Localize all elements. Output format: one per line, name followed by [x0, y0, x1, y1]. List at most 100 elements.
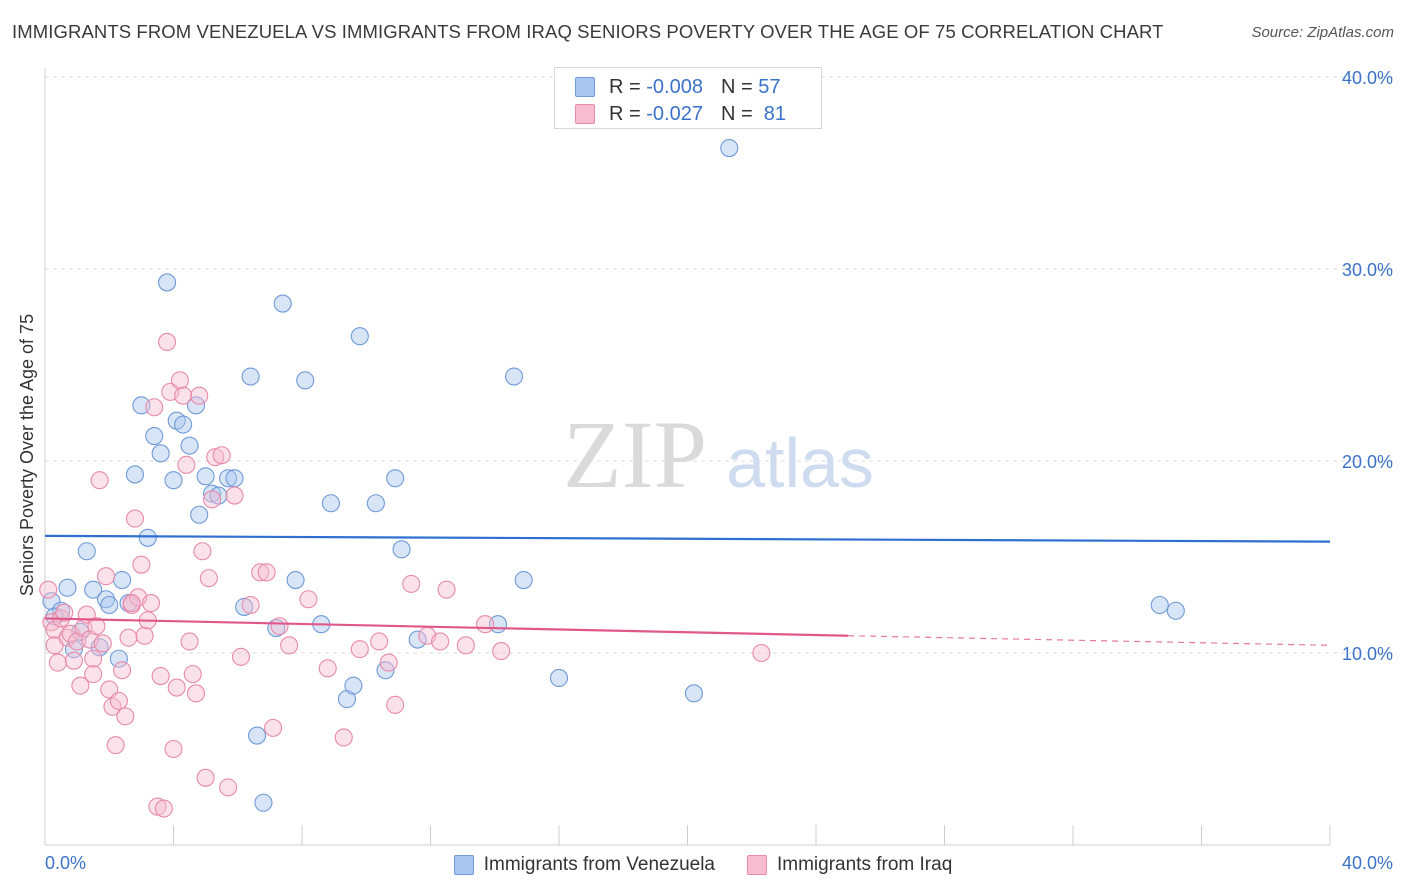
data-point	[106, 736, 125, 755]
data-point	[154, 799, 173, 818]
data-point	[456, 636, 475, 655]
trend-line-venezuela	[44, 534, 1331, 543]
data-point	[158, 273, 177, 292]
data-point	[96, 567, 116, 586]
tick-labels: 10.0% 20.0% 30.0% 40.0% 0.0% 40.0%	[45, 68, 1393, 873]
data-point	[402, 574, 421, 593]
data-point	[392, 540, 411, 559]
data-point	[186, 396, 206, 415]
data-point	[196, 467, 215, 486]
venezuela-swatch	[575, 77, 595, 97]
stats-row-iraq: R = -0.027 N = 81	[575, 101, 786, 127]
data-point	[370, 632, 389, 651]
data-point	[93, 634, 112, 653]
data-point	[350, 327, 369, 346]
x-tick-label-start: 0.0%	[45, 853, 86, 873]
data-point	[180, 632, 199, 651]
data-point	[45, 607, 64, 626]
legend-item-iraq[interactable]: Immigrants from Iraq	[747, 854, 952, 876]
data-point	[90, 471, 109, 490]
data-point	[684, 684, 703, 703]
data-point	[48, 653, 67, 672]
x-tick-label-end: 40.0%	[1342, 853, 1393, 873]
data-point	[1166, 601, 1185, 620]
data-point	[145, 426, 164, 446]
data-point	[58, 578, 77, 597]
data-point	[174, 386, 193, 405]
data-point	[109, 649, 128, 668]
data-point	[96, 590, 116, 609]
series-venezuela	[42, 138, 1185, 812]
data-point	[151, 444, 170, 463]
data-point	[219, 778, 238, 797]
n-value: 57	[758, 75, 781, 98]
data-point	[437, 580, 456, 599]
watermark-atlas: atlas	[726, 424, 874, 502]
data-point	[1150, 595, 1169, 615]
data-point	[273, 294, 292, 313]
data-point	[257, 563, 276, 582]
data-point	[344, 676, 363, 695]
data-point	[113, 661, 132, 680]
n-value: 81	[763, 102, 787, 125]
n-label: N =	[720, 102, 753, 125]
data-point	[199, 569, 218, 588]
y-axis-label: Seniors Poverty Over the Age of 75	[17, 314, 37, 596]
data-point	[109, 691, 128, 711]
data-point	[212, 446, 231, 465]
legend-item-venezuela[interactable]: Immigrants from Venezuela	[453, 854, 715, 876]
data-point	[42, 592, 61, 611]
data-point	[125, 509, 144, 528]
data-point	[55, 603, 74, 622]
data-point	[321, 494, 340, 513]
legend-label-venezuela: Immigrants from Venezuela	[483, 854, 715, 875]
data-point	[235, 597, 254, 616]
data-point	[225, 469, 244, 488]
data-point	[186, 684, 206, 703]
iraq-swatch	[575, 104, 595, 124]
data-point	[125, 465, 144, 484]
data-point	[71, 676, 90, 695]
data-point	[504, 367, 524, 386]
series-legend: Immigrants from Venezuela Immigrants fro…	[0, 852, 1406, 878]
data-point	[241, 367, 260, 386]
data-point	[122, 594, 141, 613]
data-point	[299, 590, 318, 609]
legend-swatch-venezuela	[453, 855, 474, 875]
data-point	[386, 695, 405, 714]
data-point	[196, 768, 215, 787]
watermark: ZIP atlas	[563, 401, 874, 508]
data-point	[247, 726, 267, 745]
data-point	[203, 490, 222, 509]
data-point	[476, 615, 495, 634]
data-point	[251, 563, 270, 582]
r-label: R =	[609, 75, 641, 98]
data-point	[492, 642, 511, 661]
y-tick-label: 20.0%	[1342, 452, 1393, 472]
data-point	[408, 630, 427, 649]
data-point	[514, 570, 533, 590]
data-point	[318, 659, 337, 678]
data-point	[190, 505, 209, 524]
data-point	[183, 665, 202, 684]
data-point	[219, 469, 238, 488]
data-point	[431, 632, 450, 651]
chart-title: IMMIGRANTS FROM VENEZUELA VS IMMIGRANTS …	[12, 21, 1164, 42]
data-point	[720, 138, 739, 158]
data-point	[254, 793, 273, 812]
data-point	[145, 398, 164, 417]
y-tick-label: 30.0%	[1342, 260, 1393, 280]
legend-swatch-iraq	[747, 855, 767, 875]
data-point	[180, 436, 199, 455]
data-point	[206, 448, 225, 467]
data-point	[64, 651, 83, 670]
data-point	[549, 668, 569, 688]
data-point	[174, 415, 193, 434]
data-point	[84, 580, 103, 599]
data-point	[116, 707, 135, 726]
data-point	[164, 471, 183, 490]
data-point	[87, 617, 106, 636]
data-point	[270, 617, 289, 636]
r-value: -0.027	[646, 102, 703, 125]
